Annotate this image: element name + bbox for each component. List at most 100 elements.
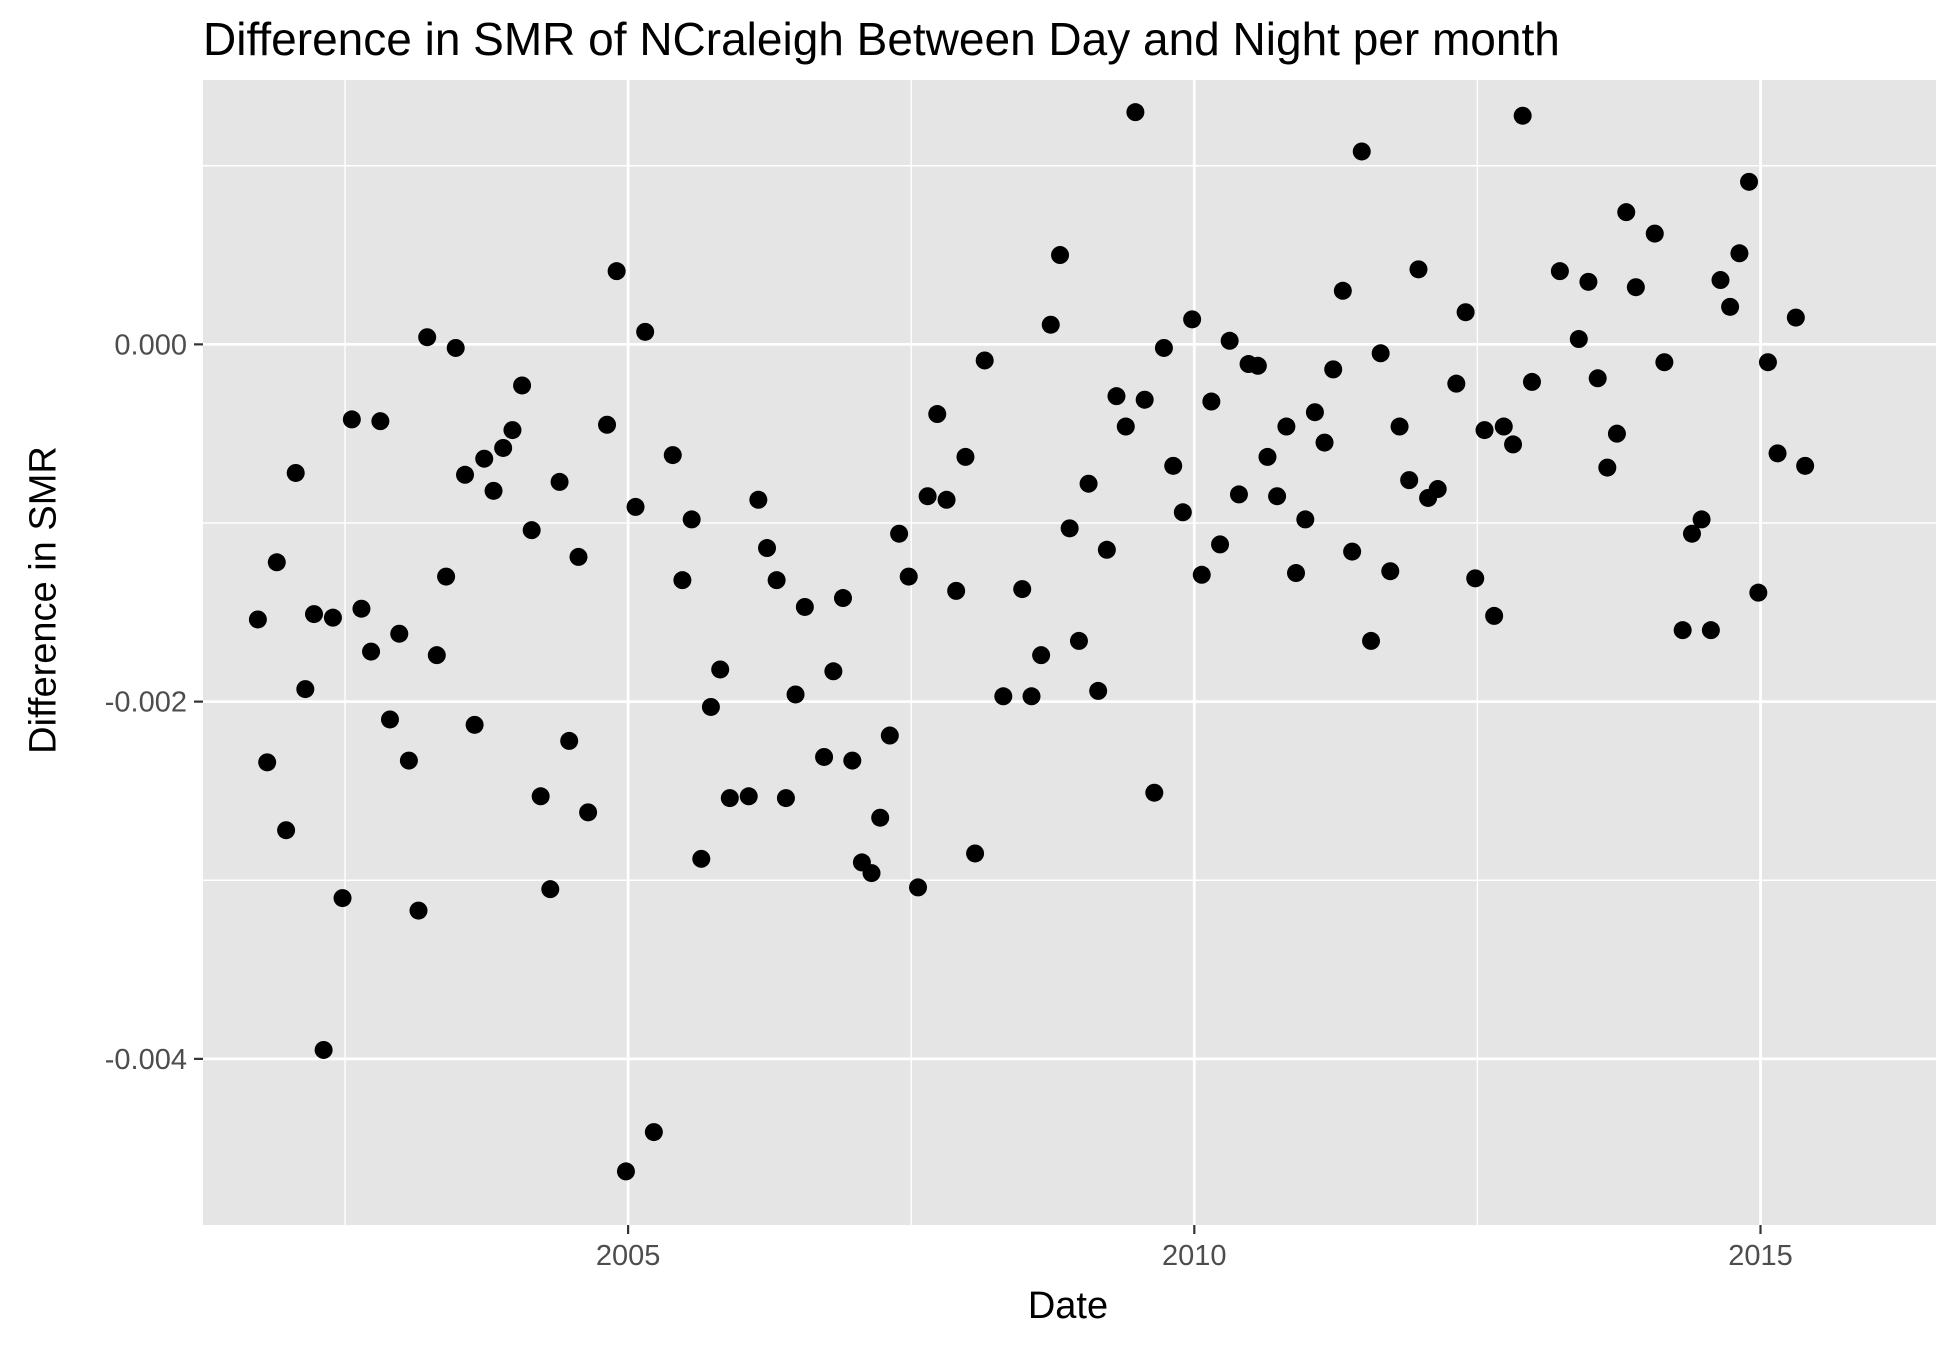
data-point: [446, 338, 465, 357]
tick-labels: 0.000 -0.002 -0.004 2005 2010 2015: [105, 329, 1793, 1272]
data-point: [1579, 272, 1598, 291]
data-point: [579, 803, 598, 822]
x-tick-label: 2010: [1162, 1240, 1227, 1272]
data-point: [909, 878, 928, 897]
axis-ticks: [194, 343, 1762, 1234]
data-point: [626, 497, 645, 516]
data-point: [607, 262, 626, 281]
data-point: [1475, 421, 1494, 440]
data-point: [1315, 433, 1334, 452]
data-point: [1107, 387, 1126, 406]
data-point: [1466, 569, 1485, 588]
data-point: [1041, 315, 1060, 334]
data-point: [362, 642, 381, 661]
data-point: [1673, 621, 1692, 640]
data-point: [928, 405, 947, 424]
data-point: [682, 510, 701, 529]
data-point: [786, 685, 805, 704]
data-point: [1730, 244, 1749, 263]
data-point: [947, 581, 966, 600]
data-point: [550, 472, 569, 491]
data-point: [918, 487, 937, 506]
data-point: [1711, 271, 1730, 290]
data-point: [1258, 447, 1277, 466]
data-point: [937, 490, 956, 509]
data-point: [1522, 372, 1541, 391]
data-point: [531, 787, 550, 806]
data-point: [296, 680, 315, 699]
data-point: [1202, 392, 1221, 411]
plot-panel: [203, 80, 1936, 1225]
data-point: [465, 715, 484, 734]
data-point: [522, 521, 541, 540]
data-point: [418, 328, 437, 347]
data-point: [1173, 503, 1192, 522]
data-point: [1504, 435, 1523, 454]
data-point: [258, 753, 277, 772]
data-point: [1154, 338, 1173, 357]
data-point: [475, 449, 494, 468]
data-point: [1022, 687, 1041, 706]
data-point: [598, 415, 617, 434]
data-point: [1371, 344, 1390, 363]
data-point: [1701, 621, 1720, 640]
data-point: [1287, 564, 1306, 583]
data-point: [1513, 106, 1532, 125]
data-point: [767, 571, 786, 590]
data-point: [427, 646, 446, 665]
data-point: [1343, 542, 1362, 561]
data-point: [673, 571, 692, 590]
data-point: [1097, 540, 1116, 559]
data-point: [1362, 631, 1381, 650]
data-point: [1229, 485, 1248, 504]
data-point: [352, 599, 371, 618]
data-point: [1786, 308, 1805, 327]
data-point: [739, 787, 758, 806]
data-point: [342, 410, 361, 429]
data-point: [1588, 369, 1607, 388]
data-point: [1381, 562, 1400, 581]
data-point: [776, 789, 795, 808]
data-point: [1626, 278, 1645, 297]
data-point: [833, 589, 852, 608]
data-point: [513, 376, 532, 395]
data-point: [437, 567, 456, 586]
data-point: [1220, 331, 1239, 350]
data-point: [1079, 474, 1098, 493]
data-point: [720, 789, 739, 808]
data-point: [824, 662, 843, 681]
data-point: [1116, 417, 1135, 436]
data-point: [1352, 142, 1371, 161]
data-point: [616, 1162, 635, 1181]
data-point: [1183, 310, 1202, 329]
data-point: [569, 547, 588, 566]
data-point: [815, 747, 834, 766]
data-point: [1032, 646, 1051, 665]
data-point: [1277, 417, 1296, 436]
x-tick-label: 2005: [596, 1240, 661, 1272]
data-point: [795, 597, 814, 616]
data-point: [862, 864, 881, 883]
data-point: [843, 751, 862, 770]
x-axis-label: Date: [1027, 1285, 1109, 1327]
data-point: [1607, 424, 1626, 443]
data-point: [560, 731, 579, 750]
data-point: [314, 1040, 333, 1059]
data-point: [1135, 390, 1154, 409]
data-point: [277, 821, 296, 840]
minor-gridlines: [203, 80, 1936, 1225]
data-point: [758, 539, 777, 558]
data-point: [1682, 524, 1701, 543]
data-point: [1089, 681, 1108, 700]
data-point: [1400, 471, 1419, 490]
data-point: [1617, 203, 1636, 222]
data-point: [1598, 458, 1617, 477]
data-point: [409, 901, 428, 920]
data-point: [1428, 480, 1447, 499]
y-tick-label: 0.000: [114, 329, 187, 361]
data-point: [1324, 360, 1343, 379]
data-point: [1569, 330, 1588, 349]
data-point: [692, 849, 711, 868]
data-point: [1333, 281, 1352, 300]
data-point: [1721, 297, 1740, 316]
